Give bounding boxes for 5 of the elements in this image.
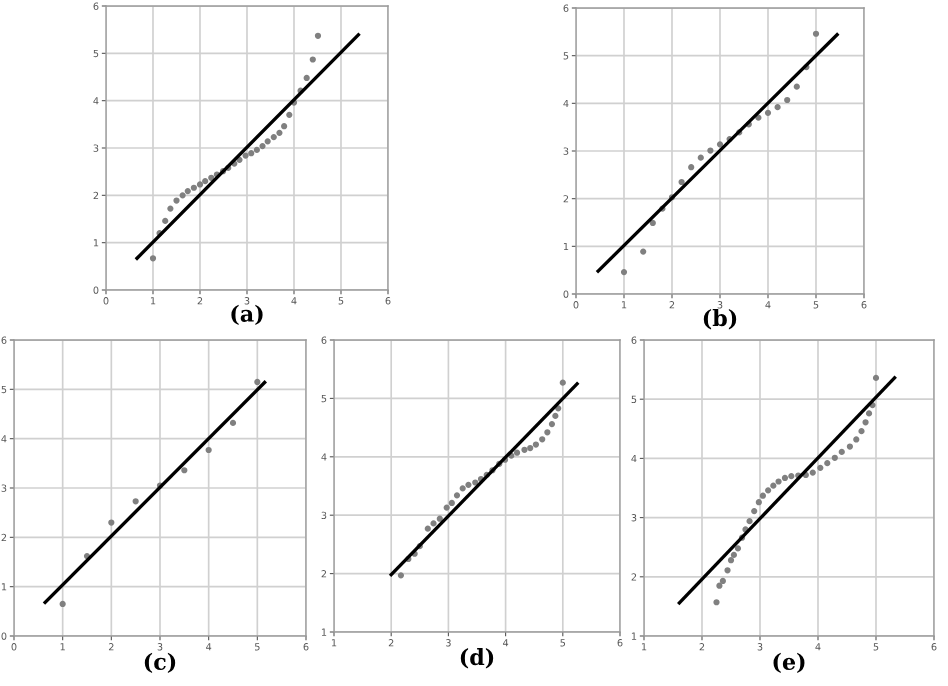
text: (d) xyxy=(460,648,494,669)
text: (c) xyxy=(144,652,176,674)
text: (e) xyxy=(773,652,805,674)
text: (b) xyxy=(703,309,737,330)
text: (a) xyxy=(231,304,263,326)
